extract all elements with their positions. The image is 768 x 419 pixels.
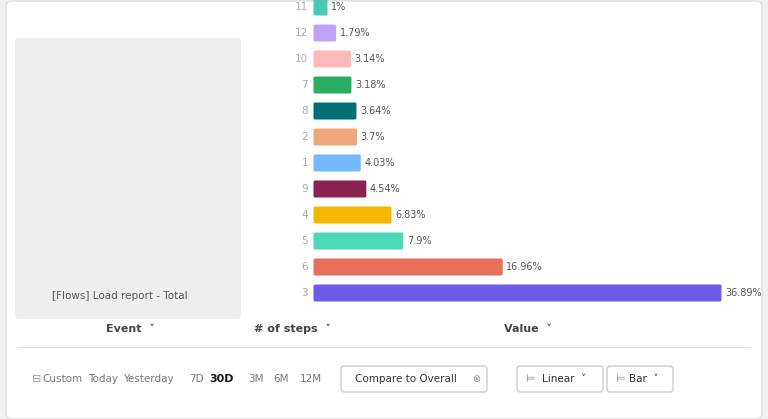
Text: 16.96%: 16.96% <box>506 262 543 272</box>
FancyBboxPatch shape <box>313 285 721 302</box>
FancyBboxPatch shape <box>313 103 356 119</box>
Text: 7: 7 <box>301 80 308 90</box>
Text: 1: 1 <box>301 158 308 168</box>
Text: Today: Today <box>88 374 118 384</box>
Text: ⊗: ⊗ <box>472 374 480 384</box>
Text: 30D: 30D <box>210 374 234 384</box>
Text: Event  ˅: Event ˅ <box>105 324 154 334</box>
Text: # of steps  ˅: # of steps ˅ <box>254 324 332 334</box>
Text: 2: 2 <box>301 132 308 142</box>
FancyBboxPatch shape <box>313 233 403 249</box>
Text: ⊟: ⊟ <box>32 374 41 384</box>
FancyBboxPatch shape <box>313 24 336 41</box>
FancyBboxPatch shape <box>607 366 673 392</box>
Text: 11: 11 <box>295 2 308 12</box>
FancyBboxPatch shape <box>313 129 357 145</box>
Text: 1.79%: 1.79% <box>339 28 370 38</box>
FancyBboxPatch shape <box>15 38 241 319</box>
Text: 3.18%: 3.18% <box>355 80 386 90</box>
Text: 7.9%: 7.9% <box>407 236 431 246</box>
Text: 7D: 7D <box>189 374 204 384</box>
Text: 4.03%: 4.03% <box>364 158 395 168</box>
Text: ⊨: ⊨ <box>525 374 535 384</box>
FancyBboxPatch shape <box>313 259 503 276</box>
Text: Linear  ˅: Linear ˅ <box>542 374 586 384</box>
Text: Bar  ˅: Bar ˅ <box>629 374 659 384</box>
Text: 4.54%: 4.54% <box>370 184 400 194</box>
Text: 3.7%: 3.7% <box>361 132 385 142</box>
Text: Value  ˅: Value ˅ <box>504 324 552 334</box>
FancyBboxPatch shape <box>341 366 487 392</box>
Text: 1%: 1% <box>331 2 346 12</box>
FancyBboxPatch shape <box>313 181 366 197</box>
Text: [Flows] Load report - Total: [Flows] Load report - Total <box>52 291 188 301</box>
Text: 4: 4 <box>301 210 308 220</box>
Text: 3: 3 <box>301 288 308 298</box>
Text: 5: 5 <box>301 236 308 246</box>
Text: 12: 12 <box>295 28 308 38</box>
FancyBboxPatch shape <box>313 207 392 223</box>
Text: 3.64%: 3.64% <box>360 106 390 116</box>
Text: 12M: 12M <box>300 374 322 384</box>
Text: 8: 8 <box>301 106 308 116</box>
Text: Compare to Overall: Compare to Overall <box>355 374 457 384</box>
Text: 6: 6 <box>301 262 308 272</box>
Text: 6M: 6M <box>273 374 289 384</box>
Text: ⊨: ⊨ <box>615 374 624 384</box>
Text: Yesterday: Yesterday <box>123 374 174 384</box>
FancyBboxPatch shape <box>313 77 352 93</box>
FancyBboxPatch shape <box>313 155 361 171</box>
Text: 3.14%: 3.14% <box>355 54 385 64</box>
FancyBboxPatch shape <box>517 366 603 392</box>
Text: 36.89%: 36.89% <box>725 288 762 298</box>
Text: 6.83%: 6.83% <box>395 210 425 220</box>
Text: 3M: 3M <box>248 374 263 384</box>
FancyBboxPatch shape <box>6 1 762 419</box>
Text: 10: 10 <box>295 54 308 64</box>
FancyBboxPatch shape <box>313 0 327 16</box>
Text: 9: 9 <box>301 184 308 194</box>
FancyBboxPatch shape <box>313 51 351 67</box>
Text: Custom: Custom <box>42 374 82 384</box>
